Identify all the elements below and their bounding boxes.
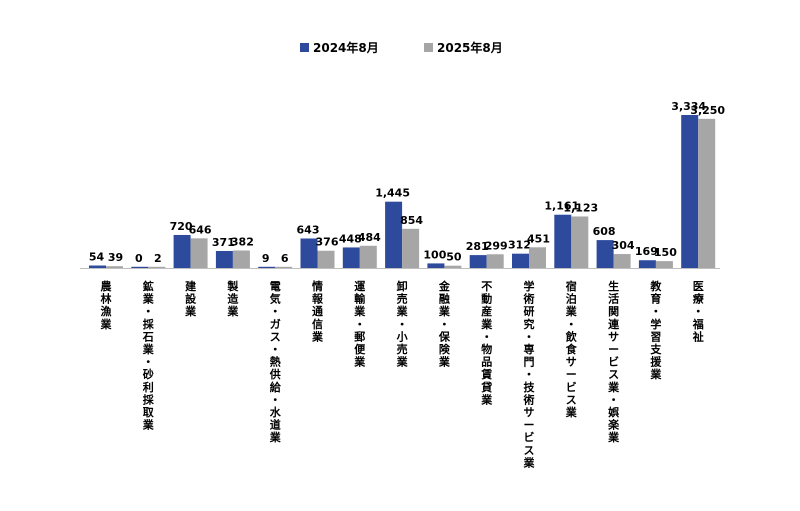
bar-2024-14: [638, 260, 656, 268]
bar-2024-1: [89, 265, 106, 268]
legend-label-1: 2024年8月: [313, 40, 379, 55]
category-label-10: 不動産業・物品賃貸業: [480, 280, 493, 406]
category-label-7: 運輸業・郵便業: [353, 280, 366, 369]
bar-2024-8: [385, 201, 403, 268]
data-label-2025-6: 376: [316, 236, 339, 249]
bar-2024-5: [258, 266, 276, 268]
legend-label-2: 2025年8月: [437, 40, 503, 55]
bar-2025-13: [613, 254, 631, 268]
data-label-2024-10: 281: [466, 240, 489, 253]
data-label-2025-5: 6: [281, 252, 289, 265]
data-label-2025-8: 854: [400, 214, 423, 227]
bar-2025-4: [232, 250, 250, 268]
data-label-2024-5: 9: [262, 252, 270, 265]
data-label-2025-13: 304: [612, 239, 635, 252]
bar-2024-7: [342, 247, 360, 268]
bar-2024-11: [512, 253, 529, 268]
data-label-2024-9: 100: [423, 248, 446, 261]
bar-2025-3: [190, 238, 208, 268]
data-label-2025-14: 150: [654, 246, 677, 259]
bar-2025-7: [359, 245, 377, 268]
category-label-4: 製造業: [226, 279, 239, 318]
data-label-2024-8: 1,445: [375, 187, 410, 200]
bar-2025-12: [571, 216, 589, 268]
data-label-2024-3: 720: [170, 220, 193, 233]
data-label-2025-1: 39: [108, 251, 123, 264]
category-label-15: 医療・福祉: [692, 280, 705, 343]
data-label-2024-12: 1,161: [544, 200, 579, 213]
bar-2024-2: [131, 266, 149, 268]
bar-2025-9: [444, 265, 462, 268]
bar-2025-14: [655, 261, 673, 268]
data-label-2024-4: 371: [212, 236, 235, 249]
bar-2025-15: [698, 118, 716, 268]
bar-2025-6: [317, 250, 335, 268]
bar-2024-6: [300, 238, 318, 268]
bar-2024-3: [173, 234, 191, 268]
data-label-2024-2: 0: [135, 252, 143, 265]
data-label-2024-15: 3,334: [671, 100, 706, 113]
data-label-2025-11: 451: [527, 232, 550, 245]
category-label-6: 情報通信業: [311, 279, 324, 343]
data-label-2024-14: 169: [635, 245, 658, 258]
data-label-2024-13: 608: [593, 225, 616, 238]
data-label-2025-7: 484: [358, 231, 381, 244]
data-label-2024-7: 448: [339, 232, 362, 245]
bar-2025-5: [275, 266, 293, 268]
data-label-2025-9: 50: [446, 251, 462, 264]
data-label-2024-1: 54: [89, 251, 105, 264]
data-label-2024-11: 312: [508, 239, 531, 252]
bar-2025-8: [402, 228, 420, 268]
legend-swatch-2: [424, 43, 433, 52]
bar-2024-15: [681, 115, 699, 268]
data-label-2025-15: 3,250: [690, 104, 725, 117]
category-label-11: 学術研究・専門・技術サービス業: [523, 279, 536, 469]
data-label-2025-3: 646: [189, 223, 212, 236]
data-label-2024-6: 643: [297, 223, 320, 236]
category-label-1: 農林漁業: [100, 279, 113, 331]
bar-2025-10: [486, 254, 504, 268]
bar-2025-2: [148, 266, 166, 268]
bar-2024-4: [215, 250, 233, 268]
data-label-2025-10: 299: [485, 239, 508, 252]
data-label-2025-4: 382: [231, 235, 254, 248]
bar-2024-12: [554, 214, 572, 268]
bar-2024-10: [469, 255, 487, 268]
data-label-2025-12: 1,123: [563, 201, 598, 214]
category-label-13: 生活関連サービス業・娯楽業: [607, 279, 620, 444]
bar-2024-9: [427, 263, 445, 268]
category-label-9: 金融業・保険業: [438, 279, 451, 369]
category-label-12: 宿泊業・飲食サービス業: [565, 279, 578, 419]
bar-2024-13: [596, 240, 614, 268]
bar-2025-11: [529, 247, 546, 268]
category-label-8: 卸売業・小売業: [396, 279, 409, 369]
bar-2025-1: [106, 266, 123, 268]
category-label-2: 鉱業・採石業・砂利採取業: [142, 279, 155, 432]
category-label-5: 電気・ガス・熱供給・水道業: [269, 280, 282, 444]
legend-swatch-1: [300, 43, 309, 52]
category-label-3: 建設業: [184, 279, 197, 318]
data-label-2025-2: 2: [154, 252, 162, 265]
category-label-14: 教育・学習支援業: [649, 279, 662, 381]
